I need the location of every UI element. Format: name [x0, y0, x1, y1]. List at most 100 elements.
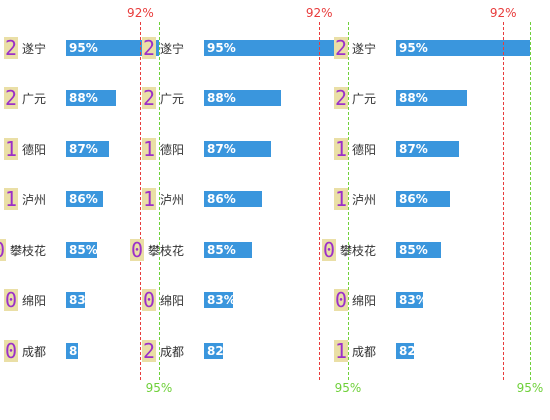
category-row: 2 广元 — [3, 86, 46, 110]
rank-badge: 0 — [129, 238, 144, 262]
reference-line — [319, 22, 321, 380]
category-row: 1 德阳 — [3, 137, 46, 161]
bar: 95% — [66, 40, 159, 56]
bar: 88% — [204, 90, 281, 106]
category-label: 广元 — [351, 91, 376, 106]
value-label: 85% — [69, 243, 97, 257]
value-label: 88% — [207, 91, 236, 105]
category-row: 1 泸州 — [141, 187, 184, 211]
value-label: 85% — [207, 243, 236, 257]
value-label: 83% — [399, 293, 423, 307]
category-label: 成都 — [351, 344, 376, 359]
bar: 86% — [66, 191, 104, 207]
category-label: 成都 — [21, 344, 46, 359]
bar: 83% — [396, 292, 423, 308]
category-label: 广元 — [159, 91, 184, 106]
value-label: 83% — [207, 293, 233, 307]
value-label: 86% — [399, 192, 428, 206]
category-row: 1 德阳 — [333, 137, 376, 161]
value-label: 88% — [69, 91, 98, 105]
bar: 86% — [396, 191, 450, 207]
rank-badge: 0 — [3, 339, 18, 363]
value-label: 88% — [399, 91, 428, 105]
bar: 82% — [66, 343, 79, 359]
rank-badge: 1 — [141, 137, 156, 161]
bar: 86% — [204, 191, 262, 207]
category-row: 1 泸州 — [333, 187, 376, 211]
rank-badge: 2 — [141, 86, 156, 110]
category-label: 德阳 — [351, 142, 376, 157]
reference-line — [530, 22, 531, 380]
category-row: 0 成都 — [3, 339, 46, 363]
rank-badge: 0 — [321, 238, 336, 262]
bar: 95% — [396, 40, 530, 56]
rank-badge: 2 — [141, 36, 156, 60]
rank-badge: 0 — [3, 288, 18, 312]
value-label: 87% — [207, 142, 236, 156]
category-row: 1 成都 — [333, 339, 376, 363]
bar: 83% — [204, 292, 233, 308]
rank-badge: 1 — [333, 339, 348, 363]
reference-line — [159, 22, 160, 380]
category-row: 2 成都 — [141, 339, 184, 363]
bar: 83% — [66, 292, 85, 308]
category-row: 2 遂宁 — [3, 36, 46, 60]
value-label: 86% — [69, 192, 98, 206]
category-label: 攀枝花 — [9, 243, 46, 258]
reference-label: 95% — [516, 381, 544, 395]
category-label: 成都 — [159, 344, 184, 359]
rank-badge: 0 — [333, 288, 348, 312]
rank-badge: 2 — [3, 36, 18, 60]
rank-badge: 2 — [333, 36, 348, 60]
rank-badge: 1 — [141, 187, 156, 211]
category-label: 泸州 — [21, 192, 46, 207]
category-label: 遂宁 — [21, 41, 46, 56]
category-row: 2 广元 — [141, 86, 184, 110]
reference-label: 92% — [127, 6, 154, 20]
category-label: 绵阳 — [351, 293, 376, 308]
value-label: 82% — [399, 344, 414, 358]
category-label: 遂宁 — [159, 41, 184, 56]
value-label: 82% — [69, 344, 78, 358]
bar: 85% — [66, 242, 97, 258]
category-row: 0 绵阳 — [333, 288, 376, 312]
value-label: 85% — [399, 243, 428, 257]
category-row: 2 遂宁 — [333, 36, 376, 60]
category-label: 绵阳 — [21, 293, 46, 308]
category-row: 0 绵阳 — [141, 288, 184, 312]
bar: 85% — [396, 242, 441, 258]
rank-badge: 1 — [3, 187, 18, 211]
rank-badge: 2 — [333, 86, 348, 110]
bar: 95% — [204, 40, 348, 56]
category-row: 0 绵阳 — [3, 288, 46, 312]
category-label: 攀枝花 — [147, 243, 184, 258]
value-label: 87% — [69, 142, 98, 156]
rank-badge: 1 — [333, 137, 348, 161]
bar: 82% — [396, 343, 414, 359]
category-row: 1 德阳 — [141, 137, 184, 161]
reference-label: 92% — [489, 6, 517, 20]
reference-label: 95% — [145, 381, 173, 395]
rank-badge: 1 — [333, 187, 348, 211]
category-label: 泸州 — [351, 192, 376, 207]
rank-badge: 2 — [141, 339, 156, 363]
bar: 87% — [204, 141, 272, 157]
bar: 88% — [396, 90, 468, 106]
rank-badge: 1 — [3, 137, 18, 161]
reference-label: 95% — [334, 381, 362, 395]
rank-badge: 2 — [3, 86, 18, 110]
category-label: 广元 — [21, 91, 46, 106]
rank-badge: 0 — [0, 239, 6, 261]
bar: 82% — [204, 343, 224, 359]
bar: 87% — [66, 141, 110, 157]
rank-badge: 0 — [141, 288, 156, 312]
reference-line — [348, 22, 349, 380]
value-label: 95% — [69, 41, 98, 55]
reference-line — [503, 22, 505, 380]
bar: 85% — [204, 242, 252, 258]
category-label: 德阳 — [159, 142, 184, 157]
category-label: 泸州 — [159, 192, 184, 207]
